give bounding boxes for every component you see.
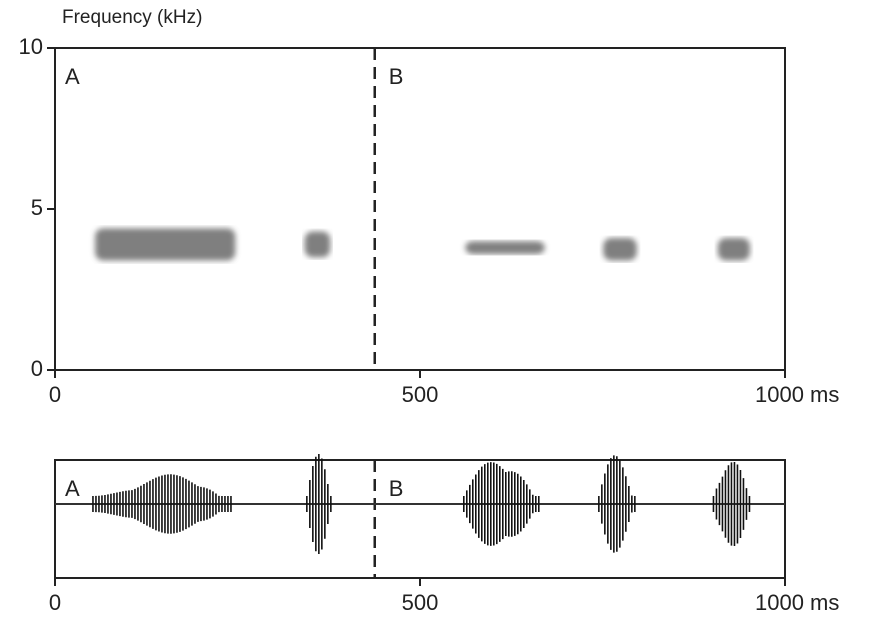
x-tick-label: 500 (402, 382, 439, 407)
call-blob (717, 237, 750, 261)
waveform-burst (712, 461, 751, 547)
panel-label: A (65, 64, 80, 89)
waveform-burst (92, 474, 232, 534)
call-blob (304, 231, 331, 258)
waveform-burst (306, 454, 332, 554)
x-tick-label: 1000 ms (755, 382, 839, 407)
y-tick-label: 5 (31, 195, 43, 220)
x-tick-label: 500 (402, 590, 439, 615)
call-blob (95, 228, 236, 261)
call-blob (465, 241, 545, 255)
y-tick-label: 10 (19, 34, 43, 59)
x-tick-label: 1000 ms (755, 590, 839, 615)
x-tick-label: 0 (49, 590, 61, 615)
waveform-burst (598, 455, 636, 553)
panel-label: B (389, 476, 404, 501)
panel-label: B (389, 64, 404, 89)
y-tick-label: 0 (31, 356, 43, 381)
y-axis-label: Frequency (kHz) (62, 7, 202, 28)
waveform-burst (463, 462, 540, 546)
call-blob (603, 237, 637, 261)
x-tick-label: 0 (49, 382, 61, 407)
plot-frame (54, 47, 786, 371)
panel-label: A (65, 476, 80, 501)
